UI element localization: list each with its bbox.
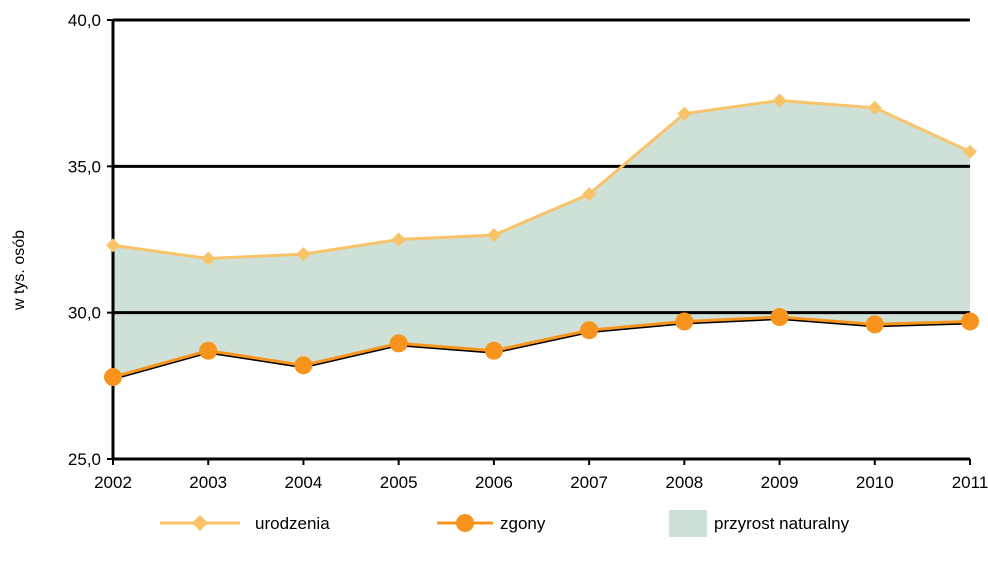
point-urodzenia bbox=[772, 93, 787, 108]
point-urodzenia bbox=[963, 144, 977, 159]
x-tick-label: 2009 bbox=[761, 473, 799, 492]
point-urodzenia bbox=[677, 106, 692, 121]
y-tick-label: 25,0 bbox=[68, 450, 101, 469]
area-layer bbox=[113, 100, 970, 378]
x-tick-label: 2006 bbox=[475, 473, 513, 492]
series-zgony-shadow bbox=[112, 318, 971, 381]
point-zgony bbox=[104, 368, 122, 387]
point-zgony bbox=[961, 312, 979, 331]
point-urodzenia bbox=[106, 238, 120, 253]
x-tick-label: 2002 bbox=[94, 473, 132, 492]
label-layer: 25,0 30,0 35,0 40,0 2002 2003 2004 2005 2006 2007… bbox=[68, 11, 988, 492]
series-layer bbox=[104, 93, 979, 387]
series-zgony-line bbox=[112, 315, 971, 379]
point-zgony bbox=[389, 334, 408, 353]
point-zgony bbox=[484, 341, 503, 360]
x-tick-label: 2010 bbox=[856, 473, 894, 492]
point-urodzenia bbox=[201, 251, 216, 266]
point-urodzenia bbox=[582, 187, 597, 202]
y-tick-label: 35,0 bbox=[68, 157, 101, 176]
x-tick-label: 2005 bbox=[380, 473, 418, 492]
grid-layer bbox=[113, 18, 970, 315]
y-tick-label: 30,0 bbox=[68, 304, 101, 323]
point-zgony bbox=[199, 341, 218, 360]
area-przyrost bbox=[113, 100, 970, 378]
x-tick-label: 2007 bbox=[570, 473, 608, 492]
x-tick-label: 2011 bbox=[952, 473, 988, 492]
legend-przyrost-label: przyrost naturalny bbox=[714, 514, 850, 533]
x-tick-label: 2008 bbox=[665, 473, 703, 492]
legend-zgony-label: zgony bbox=[500, 514, 546, 533]
x-tick-label: 2004 bbox=[285, 473, 323, 492]
point-urodzenia bbox=[486, 228, 501, 243]
point-zgony bbox=[580, 321, 599, 340]
point-zgony bbox=[770, 308, 789, 327]
x-tick-label: 2003 bbox=[189, 473, 227, 492]
legend-zgony-marker bbox=[456, 514, 474, 532]
legend-urodzenia-label: urodzenia bbox=[255, 514, 330, 533]
point-zgony bbox=[294, 356, 313, 375]
series-urodzenia-line bbox=[112, 98, 971, 261]
y-axis-title: w tys. osób bbox=[11, 230, 28, 311]
point-zgony bbox=[675, 312, 694, 331]
point-urodzenia bbox=[867, 100, 882, 115]
legend-przyrost-swatch bbox=[669, 510, 707, 537]
point-urodzenia bbox=[391, 232, 406, 247]
point-urodzenia bbox=[296, 247, 311, 262]
legend: urodzenia zgony przyrost naturalny bbox=[160, 510, 850, 537]
legend-urodzenia-marker bbox=[192, 515, 208, 531]
y-tick-label: 40,0 bbox=[68, 11, 101, 30]
point-zgony bbox=[865, 315, 884, 334]
